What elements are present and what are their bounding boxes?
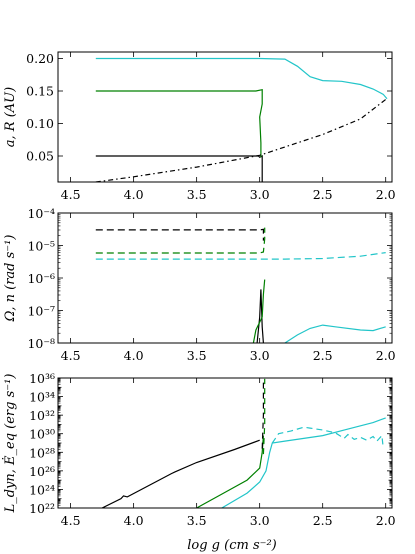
x-tick-label: 3.0 bbox=[250, 348, 270, 363]
series-cyan-solid-5 bbox=[284, 324, 386, 343]
y-axis-label: L_dyn, Ė_eq (erg s⁻¹) bbox=[1, 374, 18, 514]
y-tick-label: 10²⁸ bbox=[29, 445, 55, 460]
y-tick-label: 10⁻⁴ bbox=[27, 206, 55, 221]
x-tick-label: 2.0 bbox=[376, 513, 396, 528]
x-tick-label: 4.0 bbox=[124, 348, 144, 363]
x-tick-label: 4.0 bbox=[124, 187, 144, 202]
y-tick-label: 0.20 bbox=[26, 51, 54, 66]
x-tick-label: 3.5 bbox=[187, 187, 207, 202]
x-tick-label: 4.5 bbox=[61, 187, 81, 202]
x-tick-label: 3.0 bbox=[250, 187, 270, 202]
x-tick-label: 2.5 bbox=[313, 513, 333, 528]
x-tick-label: 3.0 bbox=[250, 513, 270, 528]
y-tick-label: 10²⁴ bbox=[29, 482, 55, 497]
x-axis-label: log g (cm s⁻²) bbox=[187, 538, 277, 553]
x-tick-label: 3.5 bbox=[187, 513, 207, 528]
series-black-solid-0 bbox=[101, 439, 260, 508]
series-green-dashed-4 bbox=[262, 378, 266, 455]
y-axis-label: a, R (AU) bbox=[3, 87, 18, 147]
y-tick-label: 10⁻⁷ bbox=[27, 304, 55, 319]
x-tick-label: 2.0 bbox=[376, 187, 396, 202]
y-tick-label: 10²⁶ bbox=[29, 464, 55, 479]
panel-3: 4.5 4.0 3.5 3.0 2.5 2.0 10²² 10²⁴ 10²⁶ 10²⁸ 10³⁰ 10… bbox=[1, 371, 396, 528]
panel-2: 4.5 4.0 3.5 3.0 2.5 2.0 10⁻⁸ 10⁻⁷ 10⁻⁶ 10⁻⁵ 10⁻⁴ Ω,… bbox=[3, 206, 396, 363]
y-tick-label: 0.05 bbox=[26, 149, 54, 164]
series-cyan-dashed-2 bbox=[95, 252, 386, 260]
series-green-solid-1 bbox=[196, 435, 264, 508]
series-black-solid-0 bbox=[95, 155, 263, 182]
series-black-dashed-0 bbox=[95, 228, 264, 241]
y-tick-label: 10⁻⁸ bbox=[27, 336, 55, 351]
series-cyan-dashed-5 bbox=[271, 426, 384, 448]
series-green-solid-4 bbox=[252, 279, 266, 343]
plot-frame bbox=[57, 212, 393, 344]
x-tick-label: 2.5 bbox=[313, 187, 333, 202]
series-green-dashed-1 bbox=[95, 227, 266, 254]
y-tick-label: 0.10 bbox=[26, 116, 54, 131]
series-black-solid-3 bbox=[256, 289, 264, 343]
x-tick-label: 4.5 bbox=[61, 348, 81, 363]
series-cyan-solid-2 bbox=[95, 57, 388, 100]
series-black-dashed-3 bbox=[95, 99, 387, 182]
y-tick-label: 10³⁰ bbox=[29, 427, 55, 442]
series-black-dashed-3 bbox=[261, 379, 264, 449]
y-tick-label: 10²² bbox=[29, 501, 55, 516]
y-tick-label: 0.15 bbox=[26, 84, 54, 99]
y-tick-label: 10³² bbox=[29, 408, 55, 423]
y-tick-label: 10³⁶ bbox=[29, 371, 55, 386]
x-tick-label: 4.5 bbox=[61, 513, 81, 528]
y-axis-label: Ω, n (rad s⁻¹) bbox=[3, 235, 18, 323]
x-tick-label: 2.5 bbox=[313, 348, 333, 363]
x-tick-label: 4.0 bbox=[124, 513, 144, 528]
y-tick-label: 10⁻⁵ bbox=[27, 239, 55, 254]
x-tick-label: 3.5 bbox=[187, 348, 207, 363]
series-green-solid-1 bbox=[95, 88, 263, 158]
panel-1: 4.5 4.0 3.5 3.0 2.5 2.0 0.05 0.10 0.15 0.20 a, R (… bbox=[3, 51, 396, 202]
plot-frame bbox=[57, 51, 393, 183]
x-tick-label: 2.0 bbox=[376, 348, 396, 363]
series-cyan-solid-2 bbox=[221, 417, 386, 508]
y-tick-label: 10⁻⁶ bbox=[27, 271, 55, 286]
plot-frame bbox=[57, 377, 393, 509]
y-tick-label: 10³⁴ bbox=[29, 390, 55, 405]
